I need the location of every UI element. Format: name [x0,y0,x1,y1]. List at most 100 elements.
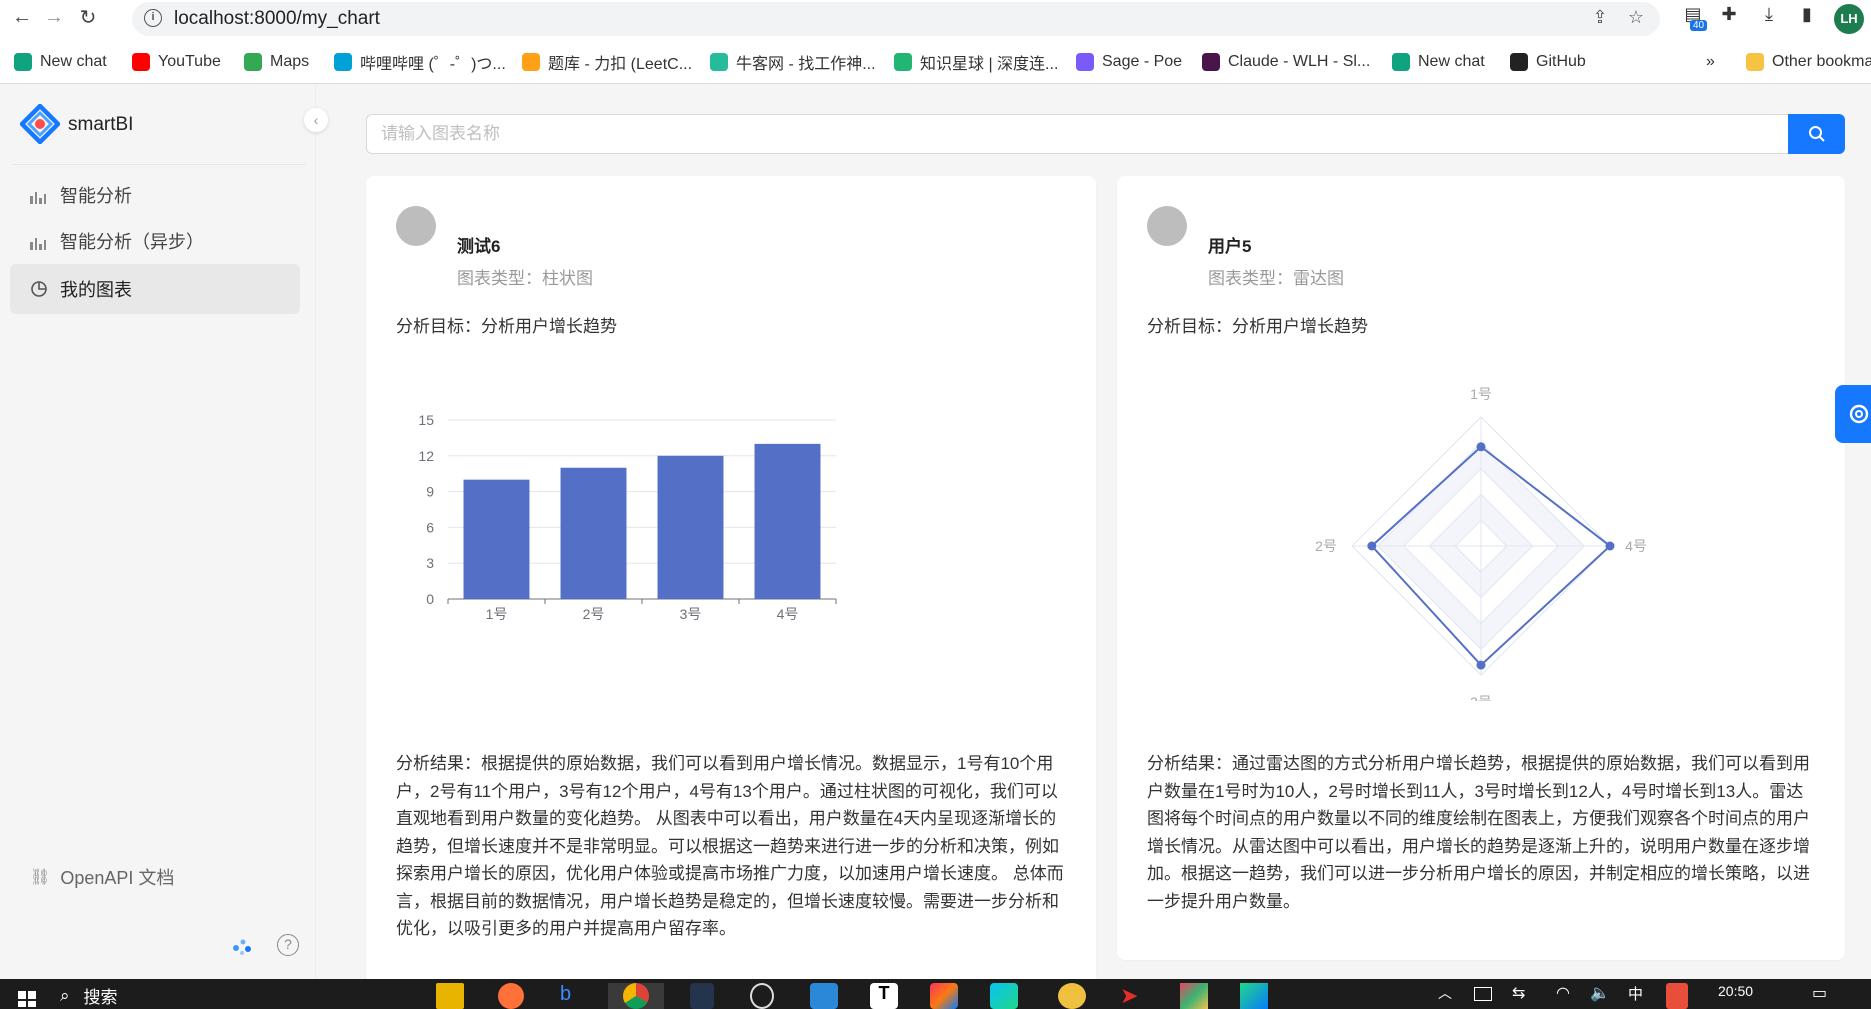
bookmark-star-icon[interactable]: ☆ [1627,7,1645,27]
chrome-taskbar-item[interactable] [608,983,664,1009]
bookmark-item[interactable]: New chat [1392,50,1485,74]
extension-badge: 40 [1690,20,1708,31]
sidebar: smartBI ‹ 智能分析 智能分析（异步） 我的图表 ⛓ OpenAPI 文… [0,84,328,979]
extension-tab-icon[interactable]: ▤ [1684,4,1702,24]
bookmark-item[interactable]: 哔哩哔哩 (゜-゜)つ... [334,50,506,74]
bookmarks-overflow-button[interactable]: » [1706,53,1715,70]
help-icon[interactable]: ? [277,934,299,956]
firefox-icon[interactable] [498,983,524,1009]
radar-chart: 1号 4号 3号 2号 [1315,386,1647,701]
taskbar-search[interactable]: ⌕ 搜索 [60,983,118,1008]
side-panel-icon[interactable]: ▮ [1802,4,1812,24]
download-icon[interactable]: ⤓ [1765,4,1773,24]
file-explorer-icon[interactable] [436,983,464,1009]
radar-point [1605,541,1615,551]
extensions-puzzle-icon[interactable]: ✚ [1721,4,1737,24]
search-button[interactable] [1788,114,1845,154]
theme-dots-icon[interactable] [230,934,254,958]
chart-name: 用户5 [1208,237,1252,256]
bookmark-favicon-icon [132,53,150,71]
bar-chart-icon [30,232,48,250]
y-tick-label: 6 [426,519,434,535]
bookmark-label: 题库 - 力扣 (LeetC... [548,56,693,73]
bookmark-item[interactable]: GitHub [1510,50,1586,74]
settings-drawer-button[interactable] [1835,385,1871,443]
chart-search [366,114,1845,154]
bookmark-favicon-icon [1076,53,1094,71]
sidebar-item-my-charts[interactable]: 我的图表 [10,264,300,314]
pycharm-icon[interactable] [1240,983,1268,1009]
bar-chart-icon [30,186,48,204]
forward-icon[interactable]: → [44,5,64,28]
gear-icon [1849,404,1869,424]
network-icon[interactable]: ⇆ [1512,985,1526,1002]
bookmark-label: 哔哩哔哩 (゜-゜)つ... [360,56,506,73]
y-tick-label: 0 [426,591,434,607]
sogou-icon[interactable] [1666,983,1688,1009]
sidebar-item-analysis-async[interactable]: 智能分析（异步） [10,216,300,266]
radar-indicator-label: 1号 [1470,386,1492,402]
radar-point [1476,660,1486,670]
app-icon[interactable] [1058,983,1086,1009]
reload-icon[interactable]: ↻ [79,6,97,29]
battery-icon[interactable] [1474,987,1492,1001]
bookmark-item[interactable]: 牛客网 - 找工作神... [710,50,876,74]
bookmark-favicon-icon [334,53,352,71]
tray-chevron-icon[interactable]: ︿ [1438,985,1452,1001]
search-input[interactable] [366,114,1788,154]
bookmark-label: GitHub [1536,53,1586,70]
app-icon[interactable] [690,983,714,1009]
brand-name[interactable]: smartBI [68,114,134,135]
analysis-goal: 分析目标：分析用户增长趋势 [1147,317,1368,336]
notification-icon[interactable]: ▭ [1812,985,1828,1002]
x-tick-label: 1号 [486,606,508,622]
taskbar-clock[interactable]: 20:50 [1718,983,1754,999]
app-icon[interactable] [1180,983,1208,1009]
volume-icon[interactable]: 🔈 [1590,985,1610,1002]
ime-indicator[interactable]: 中 [1628,986,1644,1003]
profile-avatar[interactable]: LH [1834,4,1864,34]
webstorm-icon[interactable] [990,983,1018,1009]
openapi-docs-link[interactable]: ⛓ OpenAPI 文档 [30,864,174,890]
bookmark-label: Maps [270,53,310,70]
bookmark-item[interactable]: Maps [244,50,309,74]
sidebar-item-analysis[interactable]: 智能分析 [10,170,300,220]
address-bar[interactable]: i localhost:8000/my_chart ⇪ ☆ [132,2,1660,36]
dictionary-icon[interactable] [810,983,838,1009]
search-icon: ⌕ [60,985,70,1005]
bookmark-favicon-icon [894,53,912,71]
chart-type: 图表类型：柱状图 [457,269,593,288]
analysis-result: 分析结果：根据提供的原始数据，我们可以看到用户增长情况。数据显示，1号有10个用… [396,754,1064,938]
bookmark-label: 牛客网 - 找工作神... [736,56,876,73]
windows-start-icon[interactable] [16,983,38,1009]
bookmark-favicon-icon [522,53,540,71]
bookmark-label: Claude - WLH - Sl... [1228,53,1371,70]
bookmark-item[interactable]: 知识星球 | 深度连... [894,50,1058,74]
typora-icon[interactable]: T [870,983,898,1009]
bar [463,479,530,599]
other-bookmarks-folder[interactable]: Other bookmarks [1746,50,1871,74]
bookmark-item[interactable]: YouTube [132,50,221,74]
bookmark-label: YouTube [158,53,221,70]
bing-icon[interactable]: b [560,983,572,1005]
bookmark-item[interactable]: 题库 - 力扣 (LeetC... [522,50,692,74]
pie-chart-icon [30,280,48,298]
collapse-sidebar-icon[interactable]: ‹ [304,108,328,132]
bookmark-item[interactable]: Sage - Poe [1076,50,1182,74]
bookmark-item[interactable]: New chat [14,50,107,74]
bookmark-favicon-icon [1392,53,1410,71]
site-info-icon[interactable]: i [144,9,162,27]
app-icon[interactable]: ➤ [1120,983,1139,1008]
smartbi-logo-icon[interactable] [20,104,60,144]
intellij-icon[interactable] [930,983,958,1009]
openapi-label: OpenAPI 文档 [60,868,175,888]
radar-indicator-label: 4号 [1625,538,1647,554]
address-url[interactable]: localhost:8000/my_chart [174,8,380,29]
share-icon[interactable]: ⇪ [1592,7,1608,27]
folder-icon [1746,53,1764,71]
bookmark-item[interactable]: Claude - WLH - Sl... [1202,50,1370,74]
wifi-icon[interactable]: ◠ [1556,985,1570,1002]
chatgpt-icon[interactable] [750,983,774,1009]
back-icon[interactable]: ← [12,5,32,28]
sidebar-item-label: 智能分析 [60,186,132,206]
